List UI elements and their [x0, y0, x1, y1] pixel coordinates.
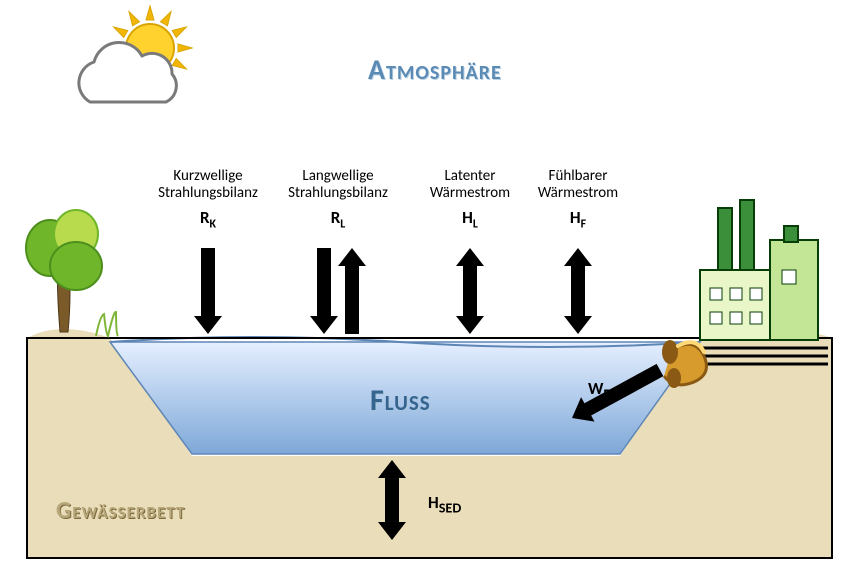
flux-label-rk: Kurzwellige Strahlungsbilanz RK: [138, 168, 278, 231]
title-bed: Gewässerbett: [56, 496, 185, 525]
flux-label-wein: WEin: [588, 378, 621, 402]
flux-label-rl: Langwellige Strahlungsbilanz RL: [268, 168, 408, 231]
factory-icon: [690, 200, 828, 364]
flux-label-hsed: HSED: [428, 492, 461, 516]
title-atmosphere: Atmosphäre: [368, 52, 502, 87]
flux-label-hf: Fühlbarer Wärmestrom HF: [508, 168, 648, 231]
title-river: Fluss: [370, 382, 431, 419]
